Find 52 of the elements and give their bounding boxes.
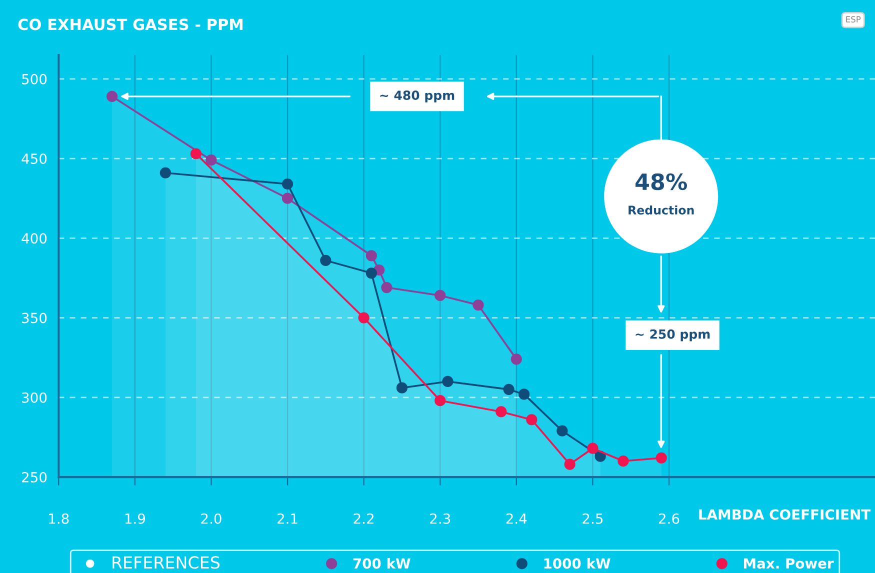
point: [656, 452, 667, 464]
x-tick-label: 1.9: [125, 513, 145, 524]
y-tick-label: 500: [22, 74, 47, 84]
point: [442, 376, 454, 388]
legend-title: REFERENCES: [112, 556, 220, 569]
point: [282, 178, 294, 190]
annotation: Reduction: [628, 205, 694, 215]
point: [564, 458, 576, 470]
y-tick-label: 350: [22, 312, 47, 324]
x-axis-title: LAMBDA COEFFICIENT: [699, 509, 871, 520]
point: [587, 442, 598, 454]
y-tick-label: 250: [22, 472, 47, 482]
point: [106, 90, 118, 102]
x-tick-label: 2.6: [658, 513, 680, 524]
point: [434, 290, 446, 302]
legend-label: 700 kW: [353, 558, 410, 569]
point: [320, 254, 332, 266]
x-tick-label: 2.0: [201, 513, 222, 524]
x-tick-label: 2.3: [430, 513, 450, 524]
x-tick-label: 2.1: [277, 513, 298, 524]
y-tick-label: 450: [22, 153, 47, 164]
x-tick-label: 1.8: [49, 513, 69, 524]
legend-label: 1000 kW: [544, 558, 610, 569]
chart-title: CO EXHAUST GASES - PPM: [18, 18, 242, 30]
point: [556, 425, 568, 436]
point: [472, 299, 484, 311]
x-tick-label: 2.2: [354, 513, 374, 524]
point: [358, 312, 370, 324]
point: [518, 388, 530, 400]
y-tick-label: 400: [22, 233, 47, 244]
point: [510, 354, 522, 365]
point: [282, 192, 294, 204]
legend-label: Max. Power: [744, 558, 834, 569]
annotation: ~ 480 ppm: [380, 90, 454, 102]
point: [366, 268, 377, 279]
point: [381, 282, 392, 294]
x-tick-label: 2.5: [582, 513, 603, 524]
point: [618, 456, 629, 467]
annotation: 48%: [636, 173, 687, 190]
point: [366, 250, 377, 262]
point: [503, 384, 514, 395]
text: ESP: [846, 16, 861, 22]
point: [160, 167, 171, 178]
point: [526, 414, 538, 426]
point: [396, 382, 408, 394]
y-tick-label: 300: [22, 392, 47, 403]
point: [190, 148, 202, 160]
point: [434, 395, 446, 406]
annotation: ~ 250 ppm: [636, 329, 710, 342]
point: [496, 406, 507, 418]
x-tick-label: 2.4: [506, 513, 527, 524]
point: [206, 154, 217, 166]
